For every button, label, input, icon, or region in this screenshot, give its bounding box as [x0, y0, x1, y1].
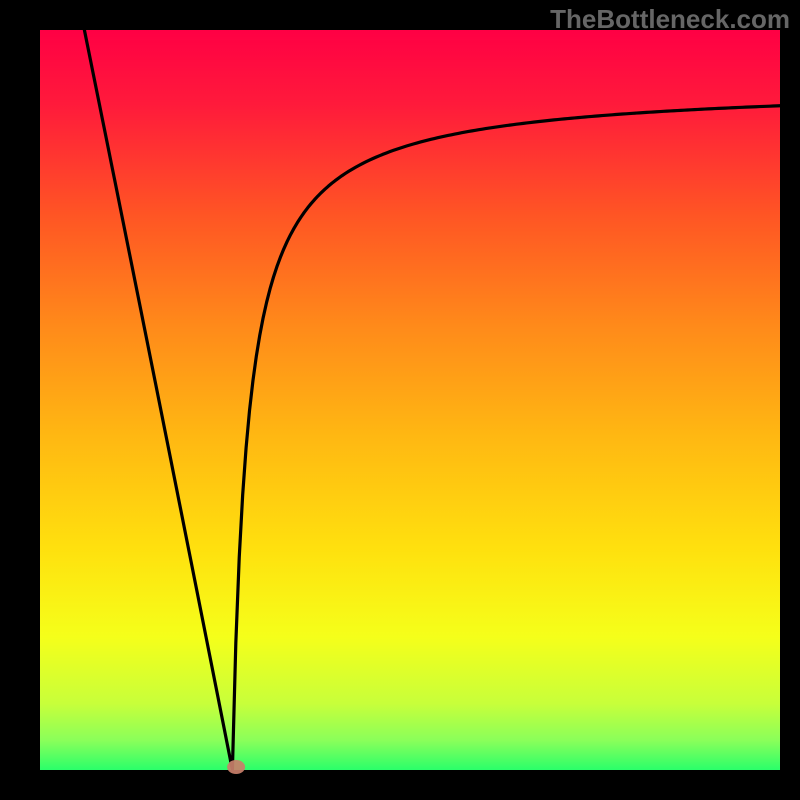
plot-gradient	[40, 30, 780, 770]
chart-container: TheBottleneck.com	[0, 0, 800, 800]
bottleneck-chart	[0, 0, 800, 800]
optimal-point-marker	[227, 760, 245, 774]
watermark-text: TheBottleneck.com	[550, 4, 790, 35]
